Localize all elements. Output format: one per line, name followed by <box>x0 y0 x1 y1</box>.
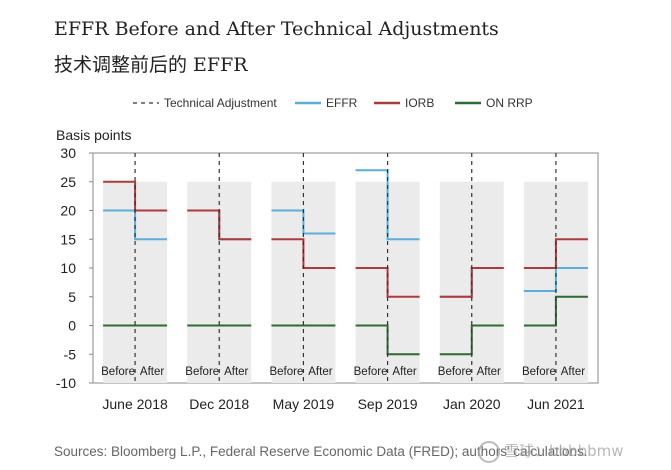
y-tick-label: -10 <box>56 375 76 391</box>
source-note: Sources: Bloomberg L.P., Federal Reserve… <box>54 444 588 459</box>
before-label: Before <box>438 366 472 378</box>
x-category-label: June 2018 <box>102 396 168 412</box>
y-tick-label: 30 <box>60 145 76 161</box>
y-tick-label: 20 <box>60 203 76 219</box>
legend-label-iorb: IORB <box>405 96 434 110</box>
x-category-label: Sep 2019 <box>358 396 418 412</box>
legend-label-technical-adjustment: Technical Adjustment <box>164 96 277 110</box>
after-label: After <box>140 366 164 378</box>
y-tick-label: 0 <box>68 318 76 334</box>
chart-area: Technical Adjustment EFFR IORB ON RRP Basis … <box>56 96 599 412</box>
y-tick-label: 10 <box>60 260 76 276</box>
y-tick-label: 5 <box>68 289 76 305</box>
y-tick-label: 15 <box>60 231 76 247</box>
x-category-label: Dec 2018 <box>189 396 249 412</box>
series-line-effr <box>523 267 588 292</box>
watermark: 雪球：bbbbbmw <box>478 440 624 463</box>
before-label: Before <box>354 366 388 378</box>
series-line-iorb <box>523 238 588 269</box>
chart-title-chinese: 技术调整前后的 EFFR <box>54 54 248 76</box>
series-line-effr <box>271 209 336 235</box>
after-label: After <box>308 366 332 378</box>
series-line-effr <box>103 209 168 241</box>
before-label: Before <box>185 366 219 378</box>
after-label: After <box>392 366 416 378</box>
before-label: Before <box>101 366 135 378</box>
after-label: After <box>561 366 585 378</box>
y-axis-label: Basis points <box>56 127 131 143</box>
chart-title: EFFR Before and After Technical Adjustme… <box>54 18 499 40</box>
snowball-logo-icon <box>478 440 500 463</box>
legend-label-on-rrp: ON RRP <box>486 96 533 110</box>
watermark-text: 雪球：bbbbbmw <box>504 442 624 460</box>
x-category-label: May 2019 <box>273 396 335 412</box>
x-category-label: Jan 2020 <box>443 396 501 412</box>
series-line-on-rrp <box>523 295 588 327</box>
series-line-iorb <box>187 209 252 241</box>
after-label: After <box>477 366 501 378</box>
legend-label-effr: EFFR <box>326 96 358 110</box>
x-category-label: Jun 2021 <box>527 396 585 412</box>
before-label: Before <box>522 366 556 378</box>
y-tick-label: -5 <box>64 346 77 362</box>
series-line-iorb <box>271 238 336 269</box>
plot-frame <box>92 152 599 384</box>
y-tick-label: 25 <box>60 174 76 190</box>
before-label: Before <box>269 366 303 378</box>
after-label: After <box>224 366 248 378</box>
